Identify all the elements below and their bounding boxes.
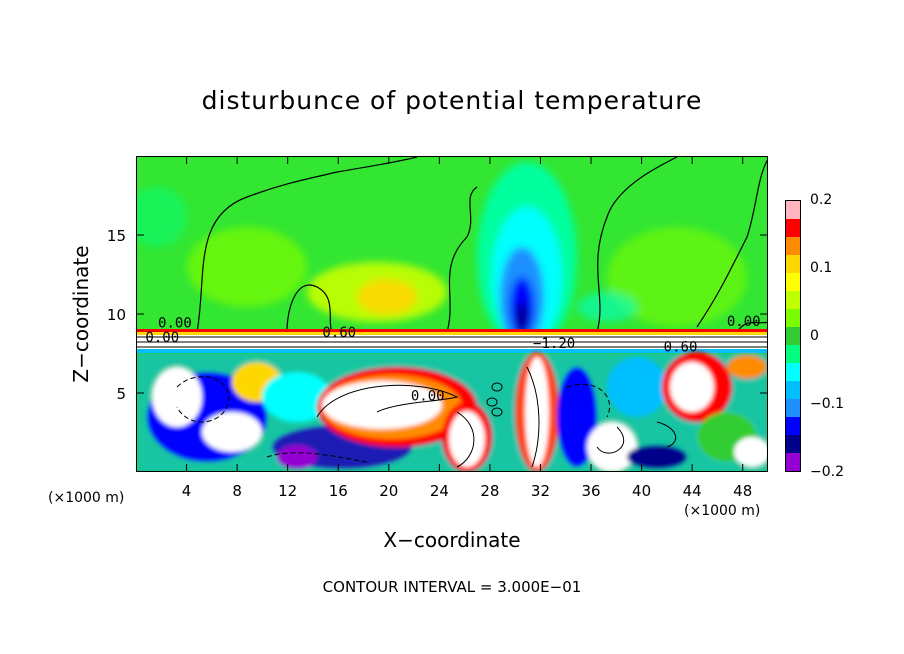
contour-label: 0.00	[411, 388, 445, 404]
colorbar-tick-label: −0.2	[810, 464, 844, 480]
x-tick-label: 20	[379, 482, 398, 500]
colorbar-segment	[786, 255, 800, 273]
x-unit-label-left: (×1000 m)	[48, 490, 125, 506]
x-tick-label: 32	[531, 482, 550, 500]
chart-title: disturbunce of potential temperature	[201, 86, 703, 115]
colorbar-segment	[786, 219, 800, 237]
colorbar-tick-label: 0.1	[810, 260, 833, 276]
x-tick-label: 40	[632, 482, 651, 500]
colorbar-tick-label: −0.1	[810, 396, 844, 412]
x-tick-label: 44	[683, 482, 702, 500]
contour-label: 0.60	[322, 325, 356, 341]
colorbar-tick-label: 0	[810, 328, 819, 344]
x-tick-label: 48	[733, 482, 752, 500]
colorbar-segment	[786, 327, 800, 345]
contour-label: 0.60	[664, 339, 698, 355]
colorbar-segment	[786, 381, 800, 399]
contour-label: 0.00	[145, 330, 179, 346]
colorbar	[785, 200, 801, 472]
y-tick-label: 15	[107, 227, 126, 245]
x-tick-label: 28	[480, 482, 499, 500]
heatmap-field: 0.000.600.000.00−1.20 0.600.00	[137, 157, 767, 471]
colorbar-segment	[786, 435, 800, 453]
x-axis-label: X−coordinate	[383, 528, 521, 552]
y-tick-label: 10	[107, 306, 126, 324]
x-unit-label-right: (×1000 m)	[684, 503, 761, 519]
colorbar-segment	[786, 309, 800, 327]
colorbar-segment	[786, 291, 800, 309]
y-axis-label: Z−coordinate	[69, 245, 93, 383]
plot-area: 0.00 0.60 0.00 0.00 −1.20 0.60 0.00	[136, 156, 768, 472]
inversion-band	[137, 329, 767, 353]
contour-label: −1.20	[533, 336, 575, 352]
colorbar-segment	[786, 237, 800, 255]
colorbar-segment	[786, 453, 800, 471]
contour-label: 0.00	[158, 316, 192, 332]
colorbar-segment	[786, 345, 800, 363]
x-tick-label: 16	[329, 482, 348, 500]
x-tick-label: 4	[182, 482, 192, 500]
x-tick-label: 36	[581, 482, 600, 500]
colorbar-segment	[786, 399, 800, 417]
contour-labels: 0.000.600.000.00−1.20 0.600.00	[145, 314, 760, 404]
colorbar-segment	[786, 201, 800, 219]
x-tick-label: 8	[232, 482, 242, 500]
contour-interval-note: CONTOUR INTERVAL = 3.000E−01	[322, 578, 582, 596]
colorbar-tick-label: 0.2	[810, 192, 833, 208]
x-tick-label: 12	[278, 482, 297, 500]
upper-layer	[137, 157, 767, 352]
colorbar-segment	[786, 417, 800, 435]
x-tick-label: 24	[430, 482, 449, 500]
colorbar-segment	[786, 273, 800, 291]
colorbar-segment	[786, 363, 800, 381]
contour-label: 0.00	[727, 314, 761, 330]
y-tick-label: 5	[116, 385, 126, 403]
lower-layer	[137, 352, 767, 471]
